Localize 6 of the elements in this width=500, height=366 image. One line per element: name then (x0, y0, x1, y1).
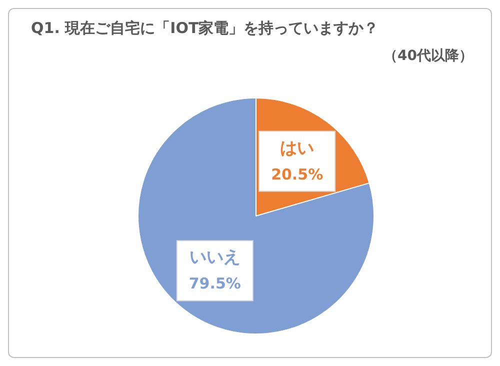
slice-label: はい (280, 138, 314, 158)
chart-title: Q1. 現在ご自宅に「IOT家電」を持っていますか？ (31, 19, 379, 38)
data-label: 79.5% (188, 274, 241, 293)
text: （40代以降） (384, 47, 473, 65)
slice-label: いいえ (189, 248, 240, 268)
data-label: 20.5% (271, 165, 324, 184)
